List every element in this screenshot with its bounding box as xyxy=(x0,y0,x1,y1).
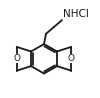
Text: NHCl: NHCl xyxy=(64,9,89,19)
Text: O: O xyxy=(68,54,75,63)
Text: O: O xyxy=(13,54,20,63)
